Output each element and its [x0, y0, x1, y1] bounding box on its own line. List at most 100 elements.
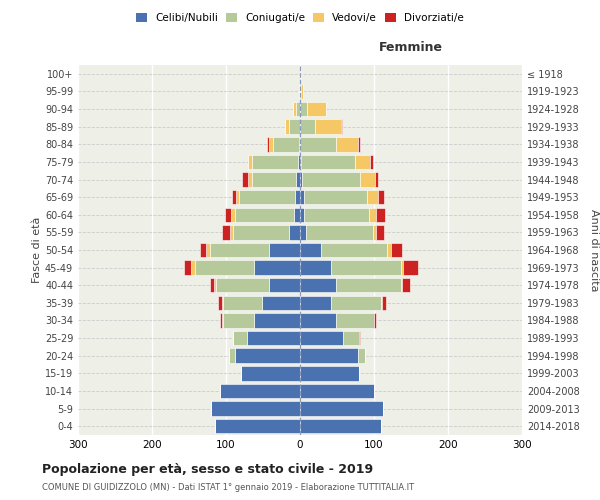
- Bar: [254, 314, 300, 328]
- Bar: [191, 260, 195, 275]
- Bar: [222, 225, 230, 240]
- Bar: [220, 314, 222, 328]
- Bar: [374, 314, 376, 328]
- Bar: [300, 384, 374, 398]
- Bar: [235, 348, 300, 363]
- Bar: [220, 384, 300, 398]
- Bar: [223, 314, 254, 328]
- Bar: [343, 331, 359, 345]
- Bar: [331, 296, 382, 310]
- Bar: [235, 208, 294, 222]
- Bar: [300, 260, 331, 275]
- Bar: [248, 154, 252, 169]
- Bar: [378, 190, 383, 204]
- Bar: [293, 102, 296, 117]
- Bar: [335, 314, 374, 328]
- Bar: [252, 154, 298, 169]
- Bar: [210, 243, 269, 257]
- Bar: [272, 137, 299, 152]
- Bar: [300, 225, 306, 240]
- Bar: [341, 120, 342, 134]
- Bar: [300, 278, 335, 292]
- Bar: [304, 208, 369, 222]
- Bar: [184, 260, 191, 275]
- Bar: [248, 172, 252, 186]
- Bar: [233, 225, 289, 240]
- Bar: [300, 137, 335, 152]
- Bar: [315, 120, 341, 134]
- Bar: [300, 243, 321, 257]
- Bar: [401, 278, 402, 292]
- Bar: [229, 348, 235, 363]
- Bar: [211, 278, 214, 292]
- Bar: [195, 260, 254, 275]
- Bar: [300, 348, 358, 363]
- Bar: [376, 225, 383, 240]
- Bar: [335, 137, 358, 152]
- Bar: [200, 243, 206, 257]
- Bar: [296, 172, 300, 186]
- Bar: [236, 190, 239, 204]
- Bar: [300, 331, 343, 345]
- Bar: [300, 120, 315, 134]
- Bar: [269, 243, 300, 257]
- Bar: [218, 296, 221, 310]
- Y-axis label: Anni di nascita: Anni di nascita: [589, 209, 599, 291]
- Text: Popolazione per età, sesso e stato civile - 2019: Popolazione per età, sesso e stato civil…: [42, 462, 373, 475]
- Bar: [252, 172, 296, 186]
- Bar: [300, 190, 304, 204]
- Bar: [301, 84, 303, 98]
- Bar: [300, 84, 301, 98]
- Text: Femmine: Femmine: [379, 41, 443, 54]
- Bar: [206, 243, 210, 257]
- Text: COMUNE DI GUIDIZZOLO (MN) - Dati ISTAT 1° gennaio 2019 - Elaborazione TUTTITALIA: COMUNE DI GUIDIZZOLO (MN) - Dati ISTAT 1…: [42, 482, 414, 492]
- Bar: [300, 208, 304, 222]
- Bar: [232, 190, 236, 204]
- Bar: [358, 137, 360, 152]
- Bar: [300, 172, 302, 186]
- Bar: [299, 137, 300, 152]
- Bar: [221, 296, 223, 310]
- Bar: [403, 260, 418, 275]
- Bar: [269, 137, 272, 152]
- Bar: [367, 190, 378, 204]
- Bar: [247, 331, 300, 345]
- Bar: [302, 172, 360, 186]
- Bar: [215, 278, 269, 292]
- Bar: [289, 120, 300, 134]
- Bar: [225, 208, 231, 222]
- Bar: [401, 260, 403, 275]
- Bar: [388, 243, 391, 257]
- Bar: [335, 278, 401, 292]
- Bar: [331, 260, 401, 275]
- Bar: [262, 296, 300, 310]
- Bar: [289, 225, 300, 240]
- Bar: [300, 66, 301, 81]
- Bar: [299, 84, 300, 98]
- Bar: [300, 102, 307, 117]
- Bar: [296, 102, 300, 117]
- Bar: [223, 296, 262, 310]
- Legend: Celibi/Nubili, Coniugati/e, Vedovi/e, Divorziati/e: Celibi/Nubili, Coniugati/e, Vedovi/e, Di…: [134, 11, 466, 26]
- Bar: [375, 172, 379, 186]
- Bar: [295, 190, 300, 204]
- Bar: [358, 348, 365, 363]
- Bar: [242, 172, 248, 186]
- Bar: [369, 208, 376, 222]
- Bar: [211, 402, 300, 416]
- Bar: [304, 190, 367, 204]
- Bar: [391, 243, 402, 257]
- Bar: [370, 154, 373, 169]
- Bar: [300, 419, 382, 434]
- Bar: [233, 331, 247, 345]
- Bar: [300, 296, 331, 310]
- Bar: [239, 190, 295, 204]
- Y-axis label: Fasce di età: Fasce di età: [32, 217, 42, 283]
- Bar: [300, 154, 301, 169]
- Bar: [266, 137, 269, 152]
- Bar: [306, 225, 373, 240]
- Bar: [307, 102, 326, 117]
- Bar: [321, 243, 388, 257]
- Bar: [300, 402, 383, 416]
- Bar: [294, 208, 300, 222]
